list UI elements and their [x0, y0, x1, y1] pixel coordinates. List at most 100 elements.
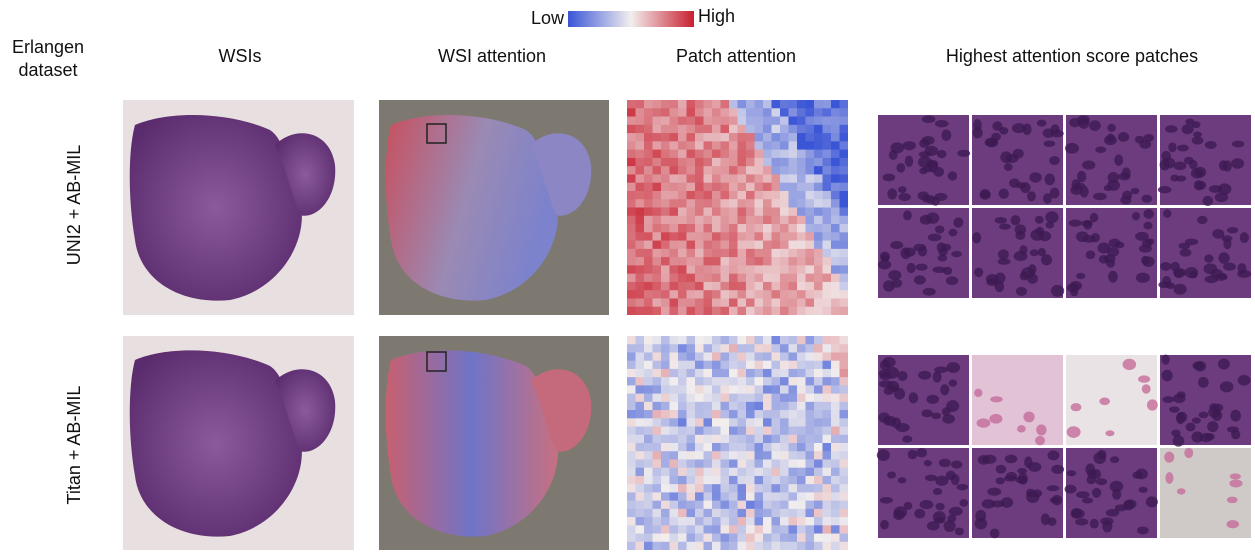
patch-cell — [712, 158, 721, 167]
patch-cell — [627, 377, 636, 386]
patch-cell — [653, 216, 662, 225]
patch-cell — [644, 290, 653, 299]
patch-cell — [644, 501, 653, 510]
patch-cell — [772, 108, 781, 117]
patch-cell — [712, 525, 721, 534]
patch-cell — [840, 427, 849, 436]
patch-cell — [644, 542, 653, 550]
patch-cell — [797, 402, 806, 411]
patch-cell — [840, 174, 849, 183]
patch-cell — [653, 125, 662, 134]
patch-cell — [653, 249, 662, 258]
patch-cell — [746, 394, 755, 403]
patch-cell — [780, 141, 789, 150]
nucleus — [924, 460, 932, 466]
patch-cell — [670, 249, 679, 258]
patch-cell — [721, 183, 730, 192]
patch-cell — [653, 377, 662, 386]
patch-cell — [721, 158, 730, 167]
patch-cell — [704, 183, 713, 192]
patch-cell — [695, 158, 704, 167]
nucleus — [1107, 124, 1115, 132]
patch-cell — [814, 224, 823, 233]
patch-cell — [678, 282, 687, 291]
patch-cell — [814, 174, 823, 183]
patch-cell — [644, 133, 653, 142]
patch-cell — [780, 344, 789, 353]
patch-cell — [687, 344, 696, 353]
nucleus — [927, 521, 940, 530]
patch-cell — [678, 166, 687, 175]
patch-cell — [695, 459, 704, 468]
patch-cell — [627, 282, 636, 291]
patch-cell — [780, 484, 789, 493]
patch-cell — [678, 394, 687, 403]
nucleus — [987, 488, 1001, 496]
patch-cell — [738, 509, 747, 518]
patch-cell — [729, 492, 738, 501]
patch-cell — [823, 265, 832, 274]
nucleus — [1207, 421, 1218, 432]
patch-cell — [755, 100, 764, 109]
patch-cell — [712, 443, 721, 452]
patch-cell — [729, 208, 738, 217]
patch-cell — [712, 410, 721, 419]
patch-cell — [636, 298, 645, 307]
patch-cell — [780, 166, 789, 175]
patch-cell — [755, 232, 764, 241]
patch-cell — [797, 125, 806, 134]
patch-cell — [814, 208, 823, 217]
patch-cell — [678, 150, 687, 159]
patch-cell — [814, 290, 823, 299]
nucleus — [1204, 433, 1215, 440]
nucleus — [1184, 448, 1193, 458]
patch-cell — [840, 298, 849, 307]
patch-cell — [670, 174, 679, 183]
patch-cell — [670, 150, 679, 159]
patch-cell — [780, 274, 789, 283]
patch-cell — [814, 459, 823, 468]
patch-cell — [636, 451, 645, 460]
patch-cell — [661, 534, 670, 543]
patch-cell — [763, 100, 772, 109]
nucleus — [887, 188, 897, 199]
patch-cell — [806, 451, 815, 460]
patch-cell — [755, 344, 764, 353]
patch-cell — [678, 492, 687, 501]
patch-cell — [653, 307, 662, 316]
nucleus — [995, 217, 1007, 224]
patch-cell — [780, 183, 789, 192]
patch-cell — [661, 492, 670, 501]
patch-cell — [627, 361, 636, 370]
patch-cell — [704, 158, 713, 167]
patch-cell — [695, 257, 704, 266]
patch-cell — [763, 344, 772, 353]
patch-cell — [780, 199, 789, 208]
patch-cell — [729, 501, 738, 510]
patch-cell — [831, 183, 840, 192]
patch-cell — [823, 427, 832, 436]
nucleus — [1080, 186, 1089, 198]
patch-cell — [627, 476, 636, 485]
patch-cell — [806, 249, 815, 258]
nucleus — [1158, 281, 1171, 288]
patch-cell — [763, 534, 772, 543]
patch-cell — [712, 265, 721, 274]
patch-cell — [678, 402, 687, 411]
patch-cell — [678, 158, 687, 167]
patch-cell — [738, 150, 747, 159]
patch-cell — [670, 451, 679, 460]
patch-cell — [678, 199, 687, 208]
patch-cell — [780, 385, 789, 394]
patch-cell — [636, 224, 645, 233]
patch-cell — [678, 290, 687, 299]
patch-cell — [780, 174, 789, 183]
nucleus — [960, 499, 969, 507]
patch-cell — [695, 265, 704, 274]
patch-cell — [695, 534, 704, 543]
patch-cell — [687, 224, 696, 233]
nucleus — [982, 499, 995, 509]
patch-cell — [772, 199, 781, 208]
patch-cell — [704, 166, 713, 175]
patch-cell — [755, 484, 764, 493]
